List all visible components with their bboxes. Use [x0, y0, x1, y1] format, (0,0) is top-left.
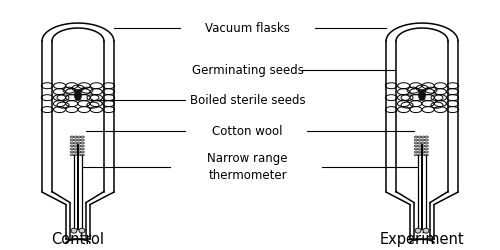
Circle shape [74, 136, 78, 138]
Circle shape [418, 142, 422, 144]
Circle shape [424, 139, 428, 141]
Circle shape [77, 142, 81, 144]
Circle shape [74, 148, 78, 150]
Ellipse shape [74, 90, 82, 101]
Circle shape [70, 139, 74, 141]
Circle shape [424, 154, 428, 156]
Text: Narrow range
thermometer: Narrow range thermometer [208, 152, 288, 182]
Circle shape [414, 151, 418, 153]
Ellipse shape [418, 90, 426, 101]
Text: Boiled sterile seeds: Boiled sterile seeds [190, 94, 306, 107]
Circle shape [418, 136, 422, 138]
Text: Vacuum flasks: Vacuum flasks [205, 22, 290, 35]
Circle shape [74, 139, 78, 141]
Circle shape [80, 151, 84, 153]
Circle shape [424, 142, 428, 144]
Circle shape [418, 154, 422, 156]
Circle shape [74, 151, 78, 153]
Circle shape [77, 136, 81, 138]
Circle shape [424, 136, 428, 138]
Text: Germinating seeds: Germinating seeds [192, 64, 304, 77]
Ellipse shape [71, 228, 77, 233]
Circle shape [421, 142, 425, 144]
Circle shape [424, 151, 428, 153]
Circle shape [74, 154, 78, 156]
Circle shape [77, 139, 81, 141]
Circle shape [421, 145, 425, 147]
Circle shape [70, 148, 74, 150]
Circle shape [70, 142, 74, 144]
Circle shape [421, 154, 425, 156]
Circle shape [424, 148, 428, 150]
Circle shape [77, 145, 81, 147]
Circle shape [418, 145, 422, 147]
Circle shape [80, 136, 84, 138]
Circle shape [414, 139, 418, 141]
Circle shape [77, 151, 81, 153]
Circle shape [414, 136, 418, 138]
Circle shape [414, 142, 418, 144]
Circle shape [421, 151, 425, 153]
Circle shape [414, 154, 418, 156]
Text: Control: Control [52, 232, 104, 247]
Circle shape [70, 154, 74, 156]
Circle shape [70, 136, 74, 138]
Circle shape [414, 148, 418, 150]
Circle shape [80, 145, 84, 147]
Circle shape [418, 151, 422, 153]
Circle shape [80, 148, 84, 150]
Ellipse shape [415, 228, 421, 233]
Circle shape [80, 142, 84, 144]
Circle shape [70, 151, 74, 153]
Circle shape [80, 139, 84, 141]
Circle shape [418, 139, 422, 141]
Circle shape [421, 139, 425, 141]
Circle shape [80, 154, 84, 156]
Circle shape [74, 145, 78, 147]
Circle shape [421, 136, 425, 138]
Ellipse shape [79, 228, 85, 233]
Circle shape [418, 148, 422, 150]
Circle shape [421, 148, 425, 150]
Ellipse shape [423, 228, 429, 233]
Circle shape [424, 145, 428, 147]
Circle shape [70, 145, 74, 147]
Circle shape [77, 154, 81, 156]
Circle shape [414, 145, 418, 147]
Circle shape [77, 148, 81, 150]
Circle shape [74, 142, 78, 144]
Text: Experiment: Experiment [380, 232, 464, 247]
Text: Cotton wool: Cotton wool [212, 125, 283, 138]
